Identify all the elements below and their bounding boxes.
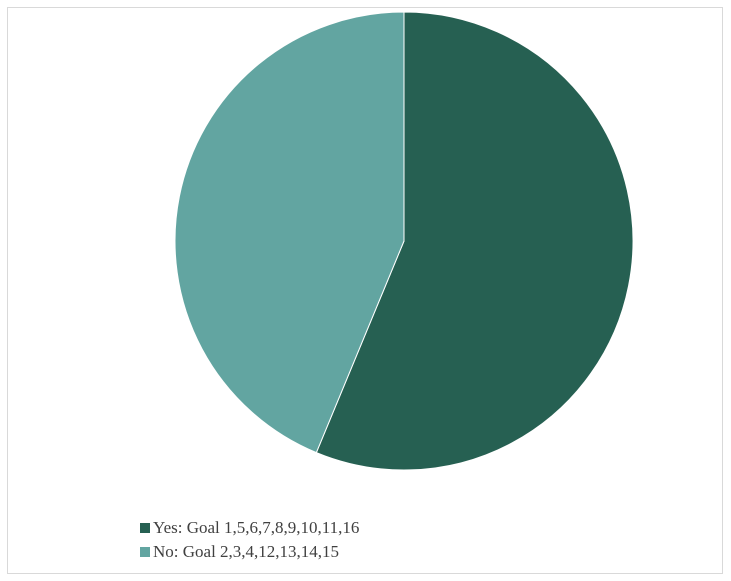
legend-swatch-yes (140, 523, 150, 533)
pie-slice-yes (315, 11, 634, 471)
legend-label-no: No: Goal 2,3,4,12,13,14,15 (153, 542, 340, 561)
legend-item-no: No: Goal 2,3,4,12,13,14,15 (140, 540, 359, 564)
legend-item-yes: Yes: Goal 1,5,6,7,8,9,10,11,16 (140, 516, 359, 540)
legend-label-yes: Yes: Goal 1,5,6,7,8,9,10,11,16 (153, 518, 360, 537)
legend: Yes: Goal 1,5,6,7,8,9,10,11,16 No: Goal … (140, 516, 359, 564)
pie-slice-no (174, 11, 405, 454)
legend-swatch-no (140, 547, 150, 557)
